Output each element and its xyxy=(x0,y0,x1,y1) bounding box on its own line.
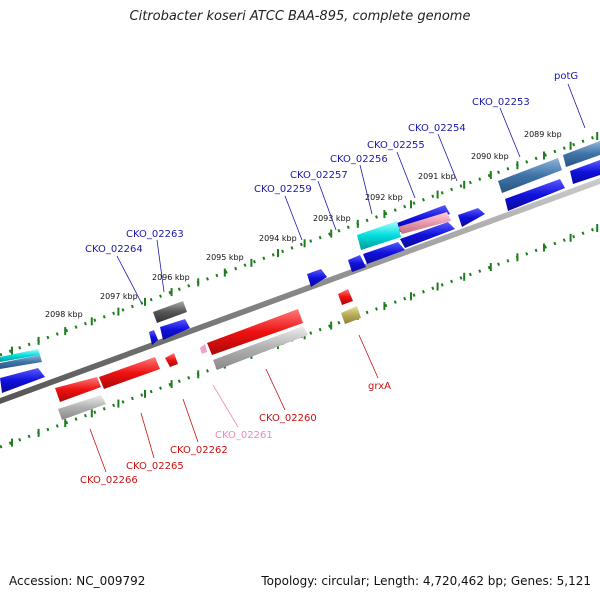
gene-label-CKO-02254: CKO_02254 xyxy=(408,123,466,134)
kbp-label: 2096 kbp xyxy=(152,273,190,282)
forward-gene-labels: potG CKO_02253 CKO_02254 CKO_02255 CKO_0… xyxy=(85,71,586,303)
kbp-label: 2095 kbp xyxy=(206,253,244,262)
gene-label-CKO-02261: CKO_02261 xyxy=(215,430,273,441)
leader-line xyxy=(89,428,107,473)
gene-arrow-CKO-02257 xyxy=(363,242,405,264)
topology-text: Topology: circular; Length: 4,720,462 bp… xyxy=(261,574,591,588)
gene-arrow-grxA xyxy=(338,289,353,305)
gene-arrow-potG-lower xyxy=(570,160,600,184)
gene-arrow-CKO-02265 xyxy=(99,357,160,389)
gene-arrow-CKO-02254 xyxy=(458,208,485,227)
genome-backbone xyxy=(0,178,600,404)
gene-label-CKO-02266: CKO_02266 xyxy=(80,475,138,486)
leader-line xyxy=(499,107,521,158)
gene-arrow-left-blue xyxy=(0,368,45,393)
gene-label-CKO-02253: CKO_02253 xyxy=(472,97,530,108)
gene-arrow-CKO-02253 xyxy=(498,158,562,193)
leader-line xyxy=(212,384,239,428)
gene-arrow-grxA-homolog xyxy=(341,306,361,324)
leader-line xyxy=(396,151,416,199)
gene-arrow-potG xyxy=(563,141,600,167)
gene-arrow-CKO-02257-small xyxy=(348,255,366,272)
gene-arrow-CKO-02266 xyxy=(55,377,101,402)
upper-major-ticks xyxy=(11,132,599,355)
kbp-label: 2089 kbp xyxy=(524,130,562,139)
kbp-label: 2094 kbp xyxy=(259,234,297,243)
leader-line xyxy=(140,412,155,459)
gene-label-potG: potG xyxy=(554,71,578,82)
gene-label-CKO-02255: CKO_02255 xyxy=(367,140,425,151)
gene-arrow-left-gray xyxy=(0,355,42,369)
gene-label-CKO-02262: CKO_02262 xyxy=(170,445,228,456)
upper-tick-row xyxy=(0,132,600,357)
leader-line xyxy=(284,195,303,241)
reverse-strand-features xyxy=(55,289,361,420)
kbp-label: 2090 kbp xyxy=(471,152,509,161)
figure-title: Citrobacter koseri ATCC BAA-895, complet… xyxy=(129,9,471,24)
gene-arrow-CKO-02256-lower xyxy=(400,222,455,248)
leader-line xyxy=(116,255,142,303)
gene-label-CKO-02257: CKO_02257 xyxy=(290,170,348,181)
gene-arrow-CKO-02253-lower xyxy=(505,179,565,211)
leader-line xyxy=(359,164,373,215)
kbp-label: 2092 kbp xyxy=(365,193,403,202)
kbp-label: 2098 kbp xyxy=(45,310,83,319)
leader-line xyxy=(182,398,199,443)
gene-arrow-CKO-02262 xyxy=(165,353,178,367)
gene-label-CKO-02264: CKO_02264 xyxy=(85,244,143,255)
reverse-gene-labels: grxA CKO_02260 CKO_02261 CKO_02262 CKO_0… xyxy=(80,334,391,486)
gene-label-CKO-02263: CKO_02263 xyxy=(126,229,184,240)
gene-arrow-CKO-02263 xyxy=(153,301,187,323)
gene-arrow-CKO-02263-lower xyxy=(160,319,190,340)
gene-label-CKO-02260: CKO_02260 xyxy=(259,413,317,424)
gene-arrow-CKO-02260-homolog xyxy=(213,326,308,370)
gene-label-CKO-02259: CKO_02259 xyxy=(254,184,312,195)
gene-label-CKO-02265: CKO_02265 xyxy=(126,461,184,472)
leader-line xyxy=(317,180,337,231)
accession-text: Accession: NC_009792 xyxy=(9,574,146,588)
forward-strand-features xyxy=(0,141,600,393)
leader-line xyxy=(437,133,458,182)
kbp-label: 2097 kbp xyxy=(100,292,138,301)
gene-label-grxA: grxA xyxy=(368,381,391,392)
gene-arrow-CKO-02264 xyxy=(149,330,158,345)
leader-line xyxy=(156,239,165,293)
gene-arrow-CKO-02255-homolog xyxy=(398,212,451,234)
gene-arrow-CKO-02266-homolog xyxy=(58,395,106,420)
gene-arrow-left-cyan xyxy=(0,349,40,362)
leader-line xyxy=(265,368,286,411)
gene-arrow-CKO-02259 xyxy=(307,269,327,287)
gene-arrow-CKO-02260 xyxy=(207,309,303,355)
leader-line xyxy=(358,334,379,379)
gene-arrow-CKO-02261 xyxy=(200,344,207,354)
gene-label-CKO-02256: CKO_02256 xyxy=(330,154,388,165)
leader-line xyxy=(567,83,586,129)
gene-arrow-CKO-02256 xyxy=(357,221,401,250)
kbp-label: 2091 kbp xyxy=(418,172,456,181)
